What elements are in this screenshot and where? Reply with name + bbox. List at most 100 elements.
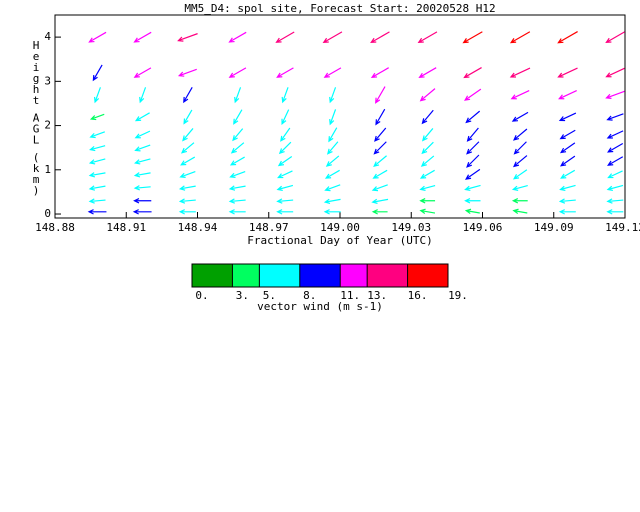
wind-vector	[228, 67, 247, 78]
wind-vector	[133, 172, 151, 178]
colorbar-label: 0.	[195, 289, 208, 302]
wind-vector	[464, 88, 482, 101]
wind-vector	[419, 208, 436, 214]
wind-vector	[606, 130, 624, 139]
wind-vector	[370, 67, 389, 78]
colorbar-bin	[232, 264, 260, 287]
wind-vector	[558, 209, 576, 215]
wind-vector	[134, 144, 151, 152]
wind-vector	[421, 141, 434, 155]
colorbar-bin	[367, 264, 408, 287]
x-axis-label: Fractional Day of Year (UTC)	[247, 234, 432, 247]
wind-vector	[328, 127, 338, 143]
wind-vector	[511, 184, 528, 191]
wind-vector	[373, 141, 387, 155]
wind-vector	[466, 127, 479, 142]
colorbar-label: 19.	[448, 289, 468, 302]
wind-vector	[466, 141, 480, 155]
wind-vector	[177, 33, 198, 42]
wind-vector	[323, 198, 341, 205]
wind-vector	[323, 209, 341, 215]
wind-vector	[178, 185, 196, 191]
wind-vector	[277, 170, 293, 179]
y-tick-label: 1	[44, 163, 51, 176]
wind-vector	[324, 184, 341, 192]
wind-vector	[560, 169, 576, 179]
wind-vector	[276, 209, 294, 215]
wind-vector	[511, 111, 529, 122]
y-tick-label: 0	[44, 207, 51, 220]
wind-vector	[276, 67, 294, 78]
wind-vector	[372, 169, 388, 179]
wind-vector	[228, 31, 247, 43]
y-tick-label: 2	[44, 119, 51, 132]
x-tick-label: 148.97	[249, 221, 289, 234]
wind-vector	[605, 90, 625, 99]
wind-vector	[513, 128, 528, 141]
wind-vector	[88, 158, 106, 165]
wind-vector	[558, 90, 577, 100]
wind-vector	[277, 155, 293, 167]
x-tick-label: 148.88	[35, 221, 75, 234]
wind-vector	[232, 128, 244, 142]
wind-vector	[605, 67, 625, 78]
wind-vector	[419, 184, 436, 191]
wind-vector	[558, 198, 576, 204]
wind-vector	[421, 128, 434, 142]
x-tick-label: 149.12	[605, 221, 640, 234]
wind-vector	[375, 108, 386, 126]
x-tick-label: 148.94	[178, 221, 218, 234]
wind-vector	[323, 67, 342, 78]
wind-vector	[606, 209, 624, 215]
wind-vector	[464, 208, 480, 215]
wind-vector	[178, 198, 196, 204]
wind-vector	[177, 68, 197, 77]
wind-vector	[89, 113, 105, 121]
wind-vector	[179, 170, 196, 178]
wind-vector	[139, 87, 147, 104]
wind-vector	[92, 64, 103, 82]
wind-vector	[607, 142, 624, 153]
wind-vector	[465, 110, 481, 124]
wind-vector	[462, 31, 483, 44]
colorbar-bin	[259, 264, 300, 287]
colorbar-label: 3.	[236, 289, 249, 302]
wind-vector	[134, 130, 151, 139]
wind-vector	[281, 87, 289, 104]
wind-vector	[183, 109, 193, 125]
wind-vector	[93, 87, 101, 104]
wind-vector	[513, 141, 527, 155]
wind-vector	[322, 31, 343, 44]
wind-vector	[229, 170, 246, 178]
wind-vector	[510, 90, 530, 100]
wind-vector	[329, 109, 337, 126]
wind-vector	[607, 170, 623, 179]
wind-vector	[228, 198, 246, 204]
wind-vector	[605, 31, 625, 44]
wind-vector	[370, 31, 390, 44]
wind-vector	[419, 88, 436, 102]
wind-vector	[512, 169, 528, 180]
wind-vector	[281, 109, 290, 126]
wind-vector	[228, 209, 246, 215]
colorbar-bin	[340, 264, 368, 287]
wind-vector	[183, 87, 193, 104]
wind-vector	[276, 198, 294, 204]
wind-vector	[559, 155, 576, 167]
wind-vector	[371, 184, 388, 192]
wind-vector	[513, 155, 528, 168]
wind-vector	[464, 184, 481, 192]
wind-vector	[558, 112, 577, 122]
wind-vector	[88, 172, 106, 178]
wind-vector	[607, 156, 624, 166]
chart-title: MM5_D4: spol site, Forecast Start: 20020…	[184, 2, 495, 15]
colorbar-label: 16.	[408, 289, 428, 302]
wind-vector	[133, 185, 151, 191]
wind-vector	[419, 198, 436, 204]
wind-vector	[229, 156, 245, 166]
wind-vector	[371, 198, 389, 205]
wind-vector	[178, 209, 196, 215]
wind-vector	[375, 86, 386, 104]
wind-vector	[324, 169, 340, 179]
